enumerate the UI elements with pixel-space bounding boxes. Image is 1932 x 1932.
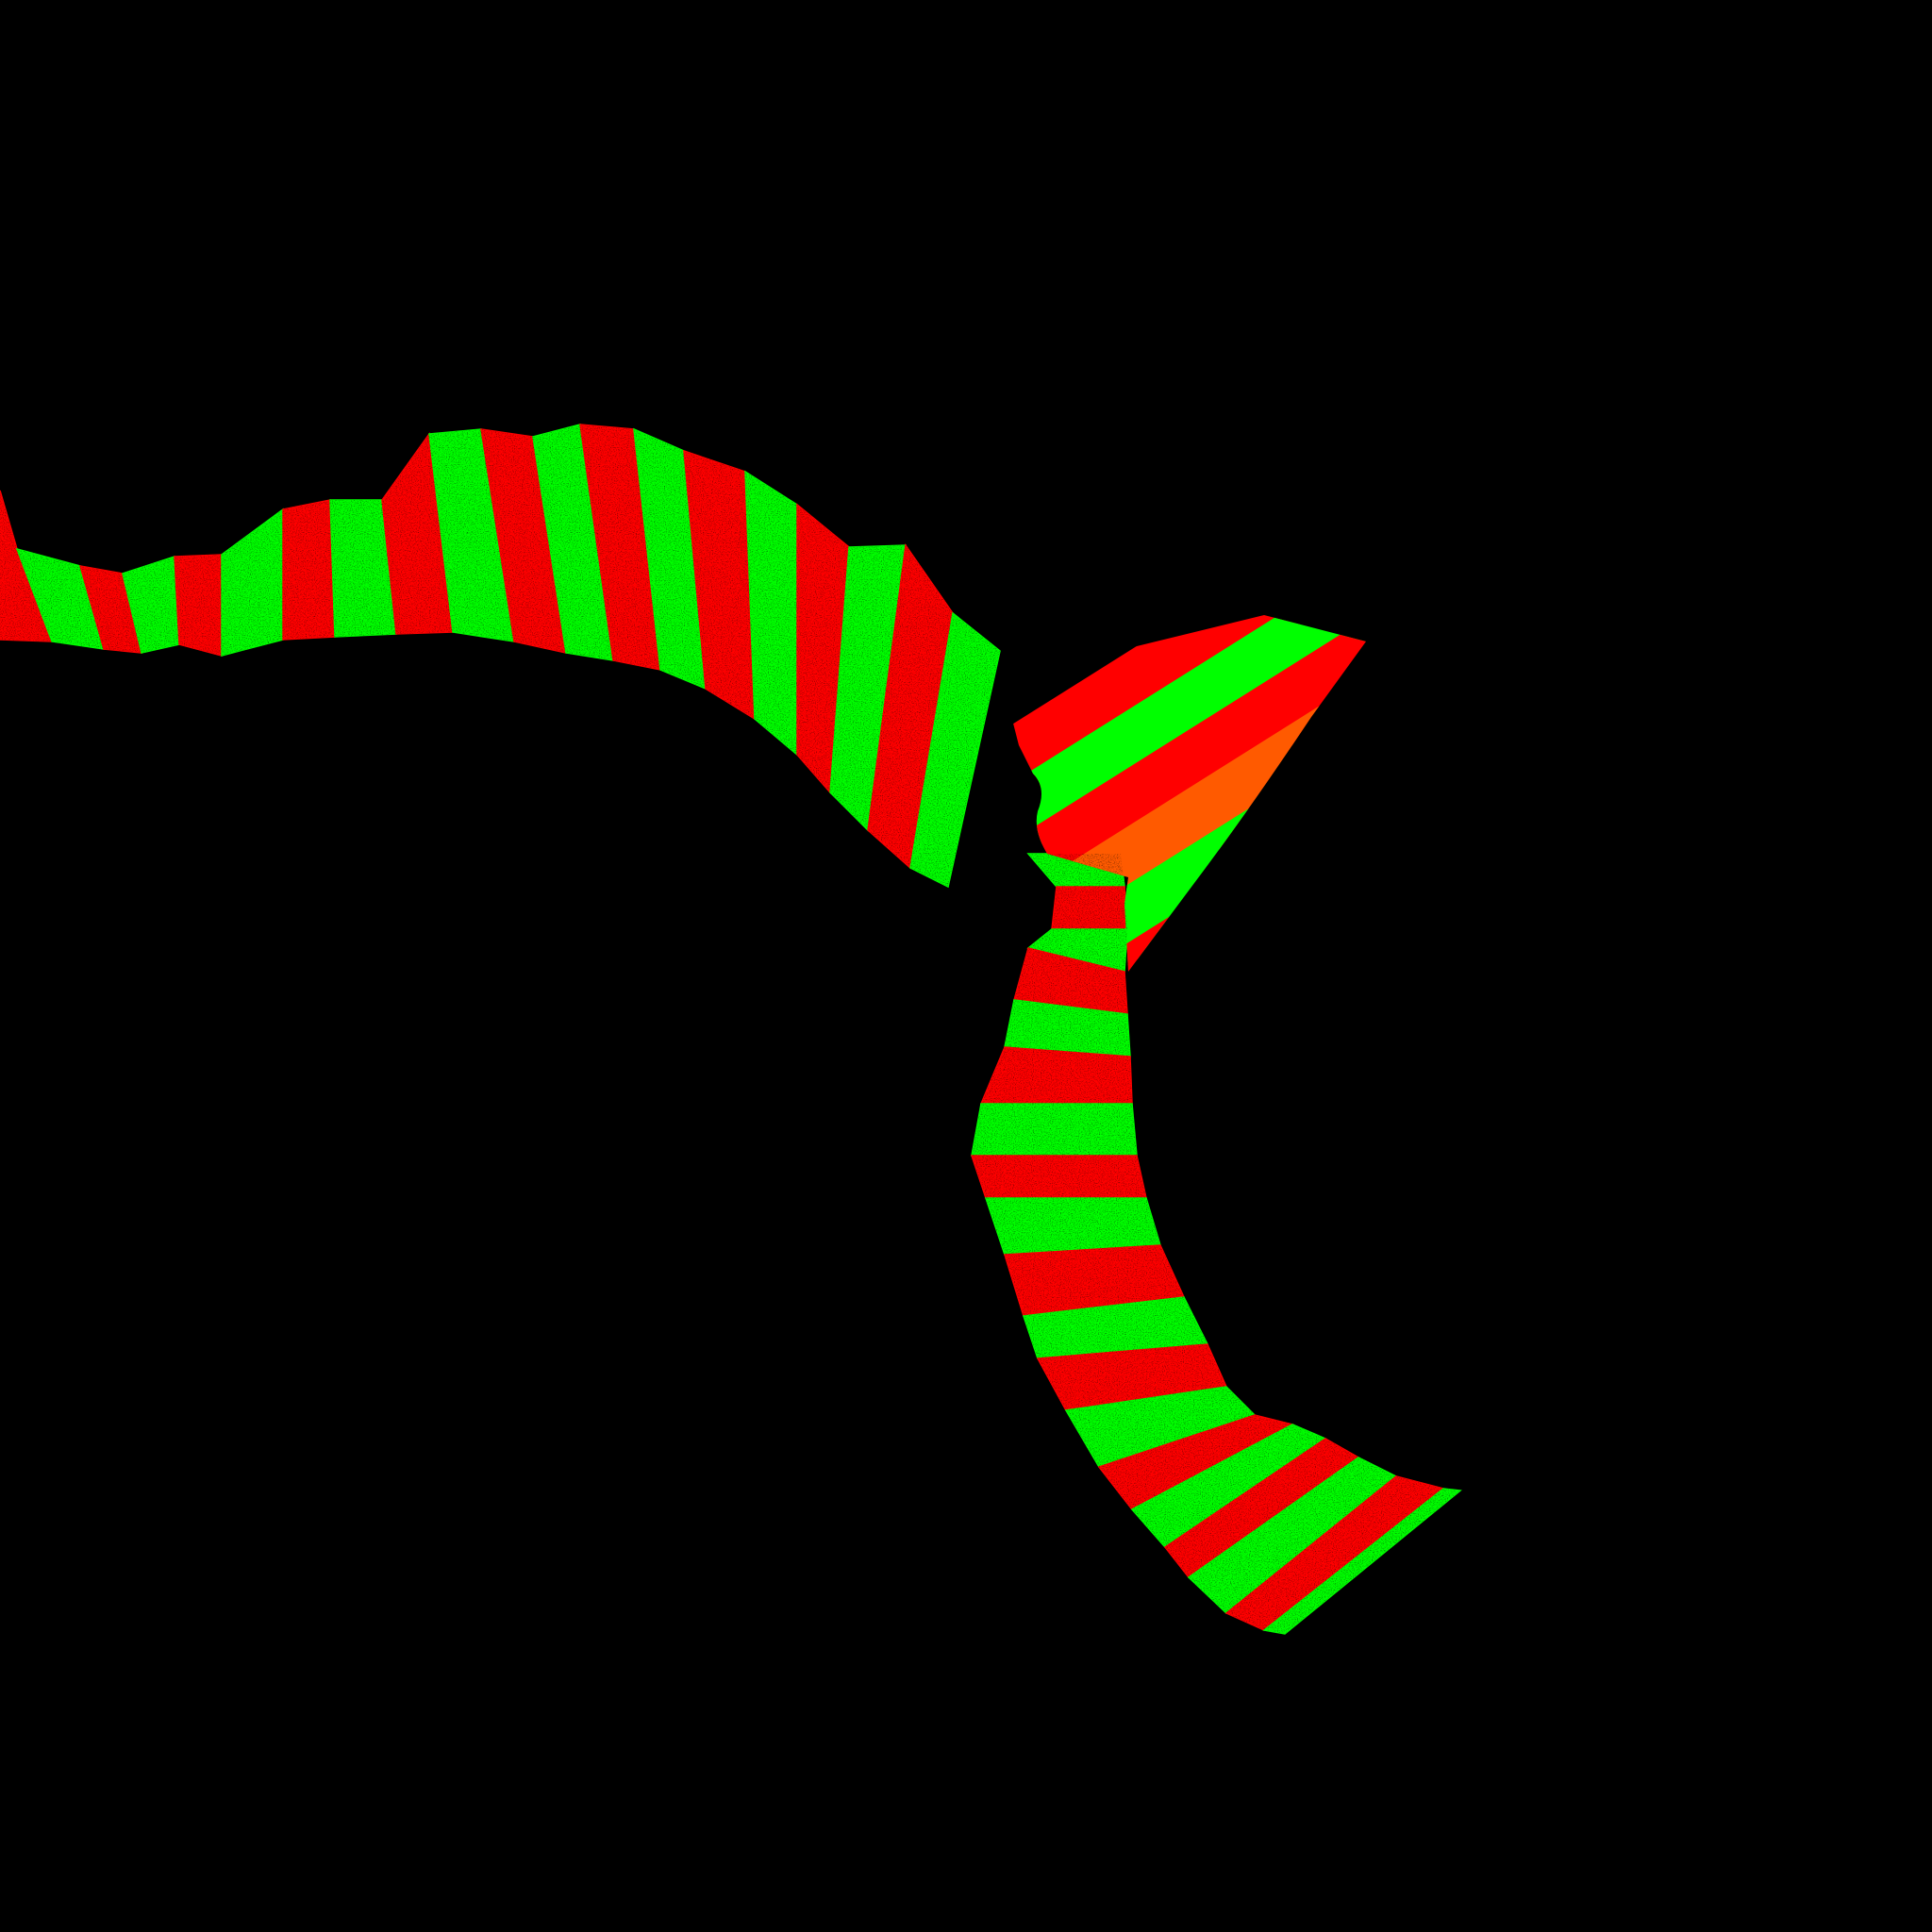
- lower-curved-band-texture: [972, 854, 1460, 1634]
- lower-curved-band-stripe: [1028, 854, 1124, 887]
- lower-curved-band-stripe: [1189, 1457, 1396, 1613]
- upper-arc-band-stripe: [533, 425, 613, 660]
- lower-curved-band-stripe: [1005, 1000, 1130, 1057]
- upper-arc-band-texture: [0, 425, 1000, 887]
- lower-curved-band-stripe: [972, 1104, 1137, 1156]
- upper-arc-band-stripe: [684, 451, 755, 719]
- lower-curved-band-stripe: [1066, 1387, 1255, 1467]
- lower-curved-band-stripe: [986, 1198, 1160, 1255]
- lower-curved-band-stripe: [1024, 1297, 1208, 1358]
- lower-curved-band-stripe: [1038, 1344, 1226, 1410]
- lower-curved-band-stripe: [972, 1156, 1146, 1198]
- lower-curved-band-stripe: [1226, 1476, 1443, 1630]
- lower-curved-band-stripe: [1132, 1424, 1325, 1547]
- lower-curved-band-stripe: [1014, 948, 1127, 1014]
- upper-arc-band-stripe: [80, 566, 142, 653]
- upper-arc-band-stripe: [330, 500, 396, 637]
- upper-arc-band-stripe: [797, 505, 849, 792]
- upper-arc-band-stripe: [634, 429, 706, 689]
- lower-curved-band-stripe: [1099, 1415, 1292, 1509]
- upper-arc-band-stripe: [283, 500, 335, 640]
- lower-curved-band-stripe: [1028, 929, 1127, 972]
- upper-arc-band-stripe: [17, 549, 104, 649]
- upper-arc-band-stripe: [481, 429, 566, 653]
- upper-arc-band-stripe: [910, 613, 1000, 887]
- lower-curved-band-stripe: [981, 1047, 1132, 1104]
- speckle-texture: [0, 425, 1460, 1634]
- upper-arc-band-stripe: [123, 557, 179, 653]
- upper-arc-band-stripe: [429, 429, 514, 641]
- triangle-wedge-stripe: [1002, 615, 1366, 943]
- lower-curved-band-stripe: [1005, 1245, 1184, 1316]
- lower-curved-band-stripe: [1165, 1439, 1358, 1577]
- upper-arc-band-stripe: [175, 555, 222, 656]
- upper-arc-band-stripe: [222, 509, 283, 656]
- upper-arc-band-stripe: [745, 472, 797, 755]
- upper-arc-band-stripe: [382, 434, 453, 634]
- lower-curved-band-stripe: [1264, 1489, 1460, 1634]
- upper-arc-band-stripe: [868, 545, 953, 868]
- upper-arc-band-stripe: [0, 491, 52, 641]
- upper-arc-band-stripe: [580, 425, 660, 670]
- lower-curved-band-stripe: [1052, 887, 1127, 929]
- upper-arc-band-stripe: [830, 545, 906, 830]
